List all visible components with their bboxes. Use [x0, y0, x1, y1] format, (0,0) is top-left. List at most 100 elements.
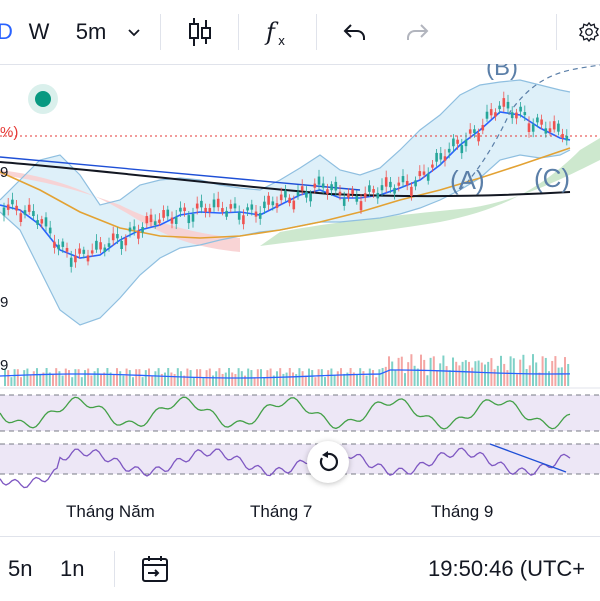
volume-bar — [170, 372, 173, 386]
volume-bar — [58, 371, 61, 386]
replay-button[interactable] — [307, 441, 349, 483]
candle-body — [166, 209, 170, 217]
candle-body — [435, 152, 438, 162]
candle-body — [313, 183, 317, 188]
volume-bar — [116, 368, 118, 386]
price-chart[interactable] — [0, 64, 600, 530]
candle-body — [489, 109, 493, 116]
chart-type-button[interactable] — [176, 0, 224, 64]
candle-body — [200, 200, 203, 208]
volume-bar — [356, 374, 358, 386]
interval-dropdown[interactable]: 5m — [64, 0, 154, 64]
price-label-partial: 9 — [0, 294, 9, 311]
settings-button[interactable] — [572, 0, 600, 64]
volume-bar — [96, 368, 99, 386]
top-toolbar: D W 5m f x — [0, 0, 600, 65]
candle-body — [405, 180, 409, 186]
volume-bar — [340, 368, 342, 386]
candle-body — [19, 213, 23, 222]
volume-bar — [112, 374, 115, 386]
volume-bar — [359, 368, 362, 386]
volume-bar — [541, 356, 544, 386]
volume-bar — [80, 377, 83, 386]
volume-bar — [557, 367, 560, 386]
volume-bar — [538, 372, 541, 386]
candle-body — [321, 183, 325, 188]
volume-bar — [109, 372, 112, 386]
candle-body — [53, 241, 56, 248]
candle-body — [212, 199, 216, 208]
candle-body — [162, 210, 165, 218]
clock-timezone[interactable]: 19:50:46 (UTC+ — [428, 537, 585, 601]
candle-body — [498, 105, 501, 110]
volume-bar — [231, 372, 234, 386]
price-label-partial: 9 — [0, 164, 9, 181]
candle-body — [401, 176, 405, 183]
candle-body — [208, 208, 212, 213]
candle-body — [44, 217, 48, 227]
volume-bar — [448, 370, 451, 386]
date-range-button[interactable] — [140, 537, 170, 601]
symbol-button-partial[interactable]: D — [0, 0, 16, 64]
volume-bar — [372, 370, 374, 386]
redo-button[interactable] — [396, 0, 440, 64]
volume-bar — [388, 356, 390, 386]
volume-bar — [416, 368, 419, 386]
volume-bar — [192, 377, 195, 386]
volume-bar — [61, 375, 64, 386]
candle-body — [90, 250, 94, 254]
candle-body — [195, 203, 199, 209]
volume-bar — [336, 371, 339, 386]
volume-bar — [144, 370, 147, 386]
volume-bar — [23, 370, 26, 386]
candle-body — [2, 207, 6, 216]
volume-bar — [132, 377, 134, 386]
candle-body — [439, 153, 443, 160]
candle-body — [187, 215, 191, 224]
volume-bar — [304, 375, 307, 386]
wave-label-b[interactable]: (B) — [486, 54, 518, 81]
volume-bar — [160, 373, 163, 386]
volume-bar — [84, 370, 86, 386]
wave-label-c[interactable]: (C) — [534, 163, 571, 193]
candle-body — [502, 98, 506, 107]
trendline-black — [0, 161, 571, 198]
range-5n-button[interactable]: 5n — [8, 537, 32, 601]
candle-body — [296, 191, 300, 196]
volume-bar — [87, 368, 90, 386]
volume-bar — [487, 361, 490, 386]
candle-body — [141, 227, 144, 233]
volume-bar — [100, 373, 102, 386]
volume-bar — [13, 369, 16, 386]
volume-bar — [272, 375, 275, 386]
candle-body — [124, 237, 128, 246]
volume-bar — [237, 368, 240, 386]
candle-body — [300, 186, 304, 191]
volume-bar — [413, 365, 416, 386]
candle-body — [271, 201, 275, 206]
candle-body — [426, 173, 430, 181]
volume-bar — [362, 371, 365, 386]
volume-bar — [516, 374, 518, 386]
volume-bar — [503, 363, 506, 386]
indicators-button[interactable]: f x — [254, 0, 302, 64]
range-1n-button[interactable]: 1n — [60, 537, 84, 601]
wave-label-a[interactable]: (A) — [450, 165, 485, 195]
volume-bar — [391, 361, 394, 386]
volume-bar — [464, 360, 467, 386]
volume-bar — [253, 377, 256, 386]
fx-icon: f x — [264, 18, 285, 48]
volume-bar — [333, 375, 336, 386]
undo-button[interactable] — [332, 0, 376, 64]
volume-bar — [90, 375, 93, 386]
volume-bar — [93, 371, 96, 386]
volume-bar — [525, 369, 528, 386]
candle-body — [65, 247, 69, 252]
candle-body — [74, 255, 77, 263]
range-1n-label: 1n — [60, 556, 85, 581]
candle-body — [275, 203, 279, 208]
candle-body — [485, 111, 489, 119]
candle-body — [61, 241, 65, 247]
undo-icon — [343, 24, 365, 40]
interval-w-button[interactable]: W — [22, 0, 56, 64]
